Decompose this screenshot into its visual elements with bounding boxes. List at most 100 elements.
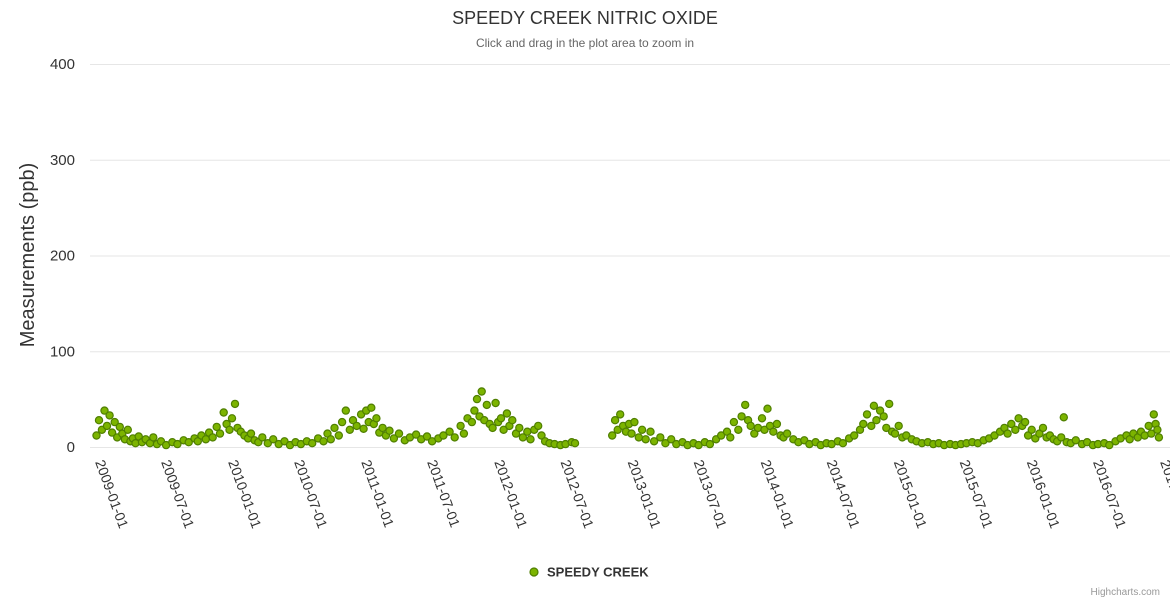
- data-point[interactable]: [661, 439, 670, 448]
- data-point[interactable]: [341, 406, 350, 415]
- data-point[interactable]: [258, 433, 267, 442]
- data-point[interactable]: [394, 429, 404, 438]
- data-point[interactable]: [326, 435, 335, 444]
- data-point[interactable]: [308, 439, 317, 448]
- data-point[interactable]: [772, 419, 782, 429]
- data-point[interactable]: [385, 426, 394, 435]
- data-point[interactable]: [760, 425, 769, 434]
- data-point[interactable]: [94, 416, 104, 425]
- data-point[interactable]: [1147, 429, 1156, 438]
- data-point[interactable]: [515, 423, 524, 433]
- data-point[interactable]: [246, 429, 256, 438]
- data-point[interactable]: [608, 431, 617, 440]
- data-point[interactable]: [641, 435, 650, 444]
- data-point[interactable]: [875, 406, 885, 415]
- data-point[interactable]: [610, 416, 620, 425]
- data-point[interactable]: [882, 423, 891, 433]
- data-point[interactable]: [782, 429, 792, 438]
- data-point[interactable]: [1007, 419, 1016, 429]
- data-point[interactable]: [862, 410, 872, 419]
- data-point[interactable]: [890, 429, 900, 438]
- data-point[interactable]: [1038, 423, 1048, 433]
- data-point[interactable]: [456, 421, 465, 431]
- data-point[interactable]: [107, 428, 117, 437]
- data-point[interactable]: [100, 406, 109, 415]
- data-point[interactable]: [348, 416, 358, 425]
- data-point[interactable]: [1056, 433, 1066, 442]
- data-point[interactable]: [1011, 425, 1020, 434]
- data-point[interactable]: [230, 399, 240, 409]
- data-point[interactable]: [867, 421, 876, 431]
- data-point[interactable]: [411, 430, 421, 439]
- data-point[interactable]: [1144, 421, 1153, 431]
- data-point[interactable]: [378, 423, 387, 433]
- data-point[interactable]: [750, 429, 759, 438]
- data-point[interactable]: [746, 421, 755, 431]
- data-point[interactable]: [372, 414, 381, 423]
- data-point[interactable]: [518, 433, 528, 442]
- scatter-series[interactable]: [92, 387, 1164, 450]
- data-point[interactable]: [1027, 425, 1036, 434]
- data-point[interactable]: [212, 422, 221, 432]
- data-point[interactable]: [872, 416, 881, 425]
- data-point[interactable]: [757, 414, 767, 423]
- data-point[interactable]: [330, 423, 339, 433]
- data-point[interactable]: [450, 433, 459, 442]
- legend-item-speedy-creek[interactable]: SPEEDY CREEK: [547, 565, 649, 580]
- data-point[interactable]: [488, 423, 497, 433]
- data-point[interactable]: [637, 425, 647, 434]
- data-point[interactable]: [630, 417, 639, 427]
- data-point[interactable]: [149, 433, 158, 442]
- data-point[interactable]: [345, 425, 354, 434]
- data-point[interactable]: [208, 433, 217, 442]
- data-point[interactable]: [1020, 417, 1030, 427]
- data-point[interactable]: [467, 417, 477, 427]
- data-point[interactable]: [769, 427, 778, 436]
- data-point[interactable]: [737, 412, 746, 421]
- data-point[interactable]: [280, 437, 289, 446]
- legend-marker-icon[interactable]: [529, 567, 539, 577]
- data-point[interactable]: [885, 399, 894, 409]
- data-point[interactable]: [445, 427, 454, 436]
- data-point[interactable]: [1105, 440, 1114, 450]
- data-point[interactable]: [508, 416, 517, 425]
- data-point[interactable]: [173, 439, 182, 449]
- data-point[interactable]: [616, 410, 625, 419]
- data-point[interactable]: [92, 431, 101, 440]
- data-point[interactable]: [334, 431, 343, 440]
- data-point[interactable]: [459, 429, 469, 438]
- data-point[interactable]: [705, 439, 715, 449]
- data-point[interactable]: [337, 417, 347, 427]
- data-point[interactable]: [477, 387, 486, 396]
- data-point[interactable]: [482, 400, 491, 410]
- data-point[interactable]: [269, 435, 278, 444]
- data-point[interactable]: [879, 412, 888, 421]
- data-point[interactable]: [110, 417, 119, 427]
- data-point[interactable]: [729, 417, 739, 427]
- data-point[interactable]: [1125, 435, 1134, 444]
- data-point[interactable]: [526, 435, 535, 444]
- data-point[interactable]: [859, 419, 868, 429]
- data-point[interactable]: [422, 432, 432, 441]
- data-point[interactable]: [1003, 429, 1012, 438]
- data-point[interactable]: [523, 427, 532, 436]
- data-point[interactable]: [227, 414, 237, 423]
- data-point[interactable]: [537, 431, 546, 440]
- data-point[interactable]: [389, 434, 399, 443]
- data-point[interactable]: [726, 433, 735, 442]
- data-point[interactable]: [627, 429, 636, 438]
- data-point[interactable]: [491, 398, 500, 408]
- data-point[interactable]: [215, 429, 225, 438]
- data-point[interactable]: [496, 414, 506, 423]
- data-point[interactable]: [717, 431, 726, 440]
- data-point[interactable]: [319, 437, 328, 446]
- highcharts-credit-link[interactable]: Highcharts.com: [1091, 587, 1160, 598]
- data-point[interactable]: [359, 424, 368, 433]
- data-point[interactable]: [367, 403, 376, 412]
- data-point[interactable]: [763, 404, 772, 413]
- data-point[interactable]: [869, 401, 879, 410]
- data-point[interactable]: [1154, 433, 1164, 442]
- data-point[interactable]: [741, 400, 750, 410]
- data-point[interactable]: [352, 421, 361, 431]
- data-point[interactable]: [1071, 436, 1081, 445]
